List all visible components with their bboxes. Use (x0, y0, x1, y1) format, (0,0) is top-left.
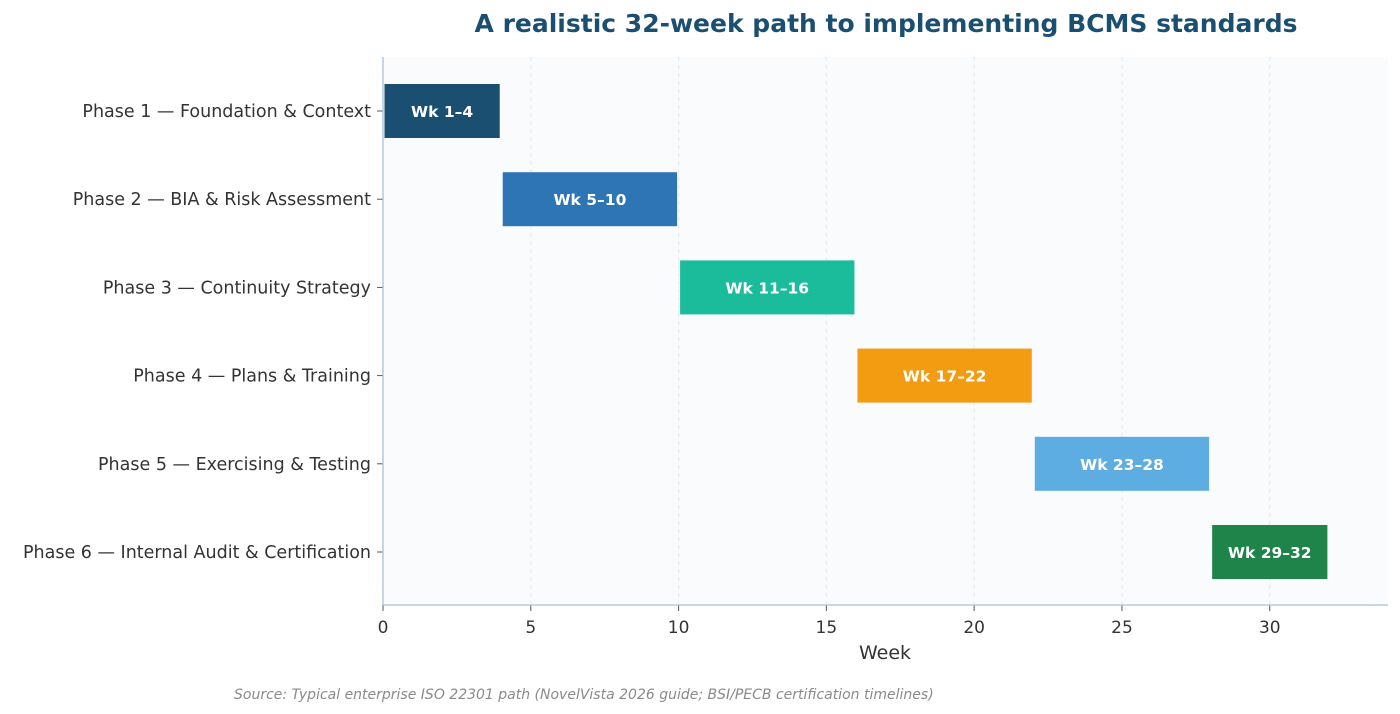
x-tick-label: 15 (816, 618, 838, 638)
x-tick-label: 10 (668, 618, 690, 638)
category-label: Phase 4 — Plans & Training (133, 367, 371, 387)
phase-bar (502, 172, 678, 227)
chart-title: A realistic 32-week path to implementing… (475, 9, 1298, 38)
grid-lines (530, 57, 1271, 605)
plot-area (383, 57, 1388, 605)
phase-bar (1034, 436, 1210, 491)
bar-label: Wk 29–32 (1228, 544, 1312, 562)
category-label: Phase 5 — Exercising & Testing (98, 455, 371, 475)
x-tick-label: 30 (1259, 618, 1281, 638)
phase-bar (384, 84, 500, 138)
x-tick-label: 25 (1111, 618, 1133, 638)
phase-bar (1212, 525, 1328, 579)
x-axis-title: Week (859, 642, 911, 664)
category-label: Phase 1 — Foundation & Context (82, 102, 371, 122)
category-label: Phase 2 — BIA & Risk Assessment (73, 190, 371, 210)
category-labels: Phase 1 — Foundation & Context Phase 2 — … (23, 102, 383, 563)
x-tick-label: 5 (525, 618, 536, 638)
bar-label: Wk 11–16 (725, 279, 809, 297)
bar-label: Wk 5–10 (553, 191, 626, 209)
bar-label: Wk 1–4 (411, 103, 473, 121)
category-label: Phase 3 — Continuity Strategy (103, 278, 371, 298)
phase-bar (680, 260, 855, 315)
source-note: Source: Typical enterprise ISO 22301 pat… (234, 687, 934, 703)
bar-label: Wk 17–22 (903, 368, 987, 386)
phase-bar (857, 348, 1032, 403)
x-axis-ticks: 0 5 10 15 20 25 30 (378, 605, 1281, 638)
category-label: Phase 6 — Internal Audit & Certification (23, 543, 371, 563)
bar-label: Wk 23–28 (1080, 456, 1164, 474)
bars-group: Wk 1–4 Wk 5–10 Wk 11–16 Wk 17–22 Wk 23–28 Wk … (384, 84, 1328, 579)
x-tick-label: 0 (378, 618, 389, 638)
x-tick-label: 20 (963, 618, 985, 638)
